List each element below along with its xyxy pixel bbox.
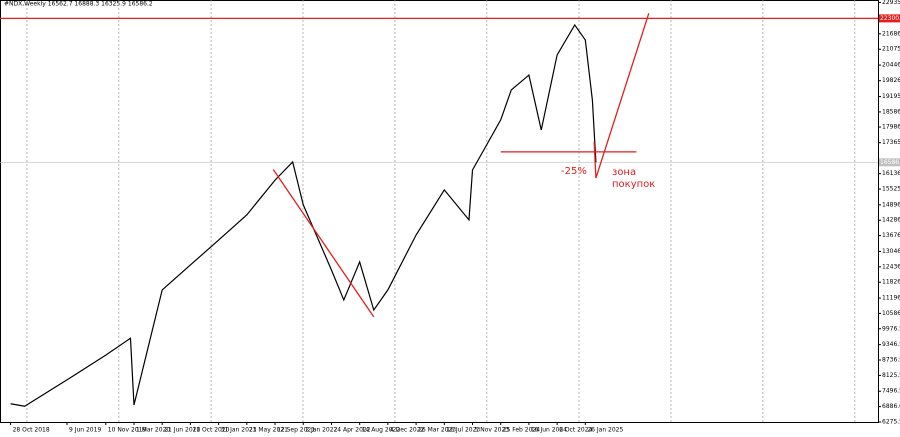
y-tick-label: 20446.5 — [882, 62, 900, 69]
x-tick-label: 2 Jan 2022 — [305, 427, 337, 434]
y-tick-label: 19195.5 — [882, 93, 900, 100]
y-tick-label: 15525.5 — [882, 186, 900, 193]
x-tick-label: 26 Mar 2023 — [418, 427, 456, 434]
y-tick-label: 6886.0 — [882, 403, 900, 410]
x-tick-label: 9 Jun 2019 — [69, 427, 101, 434]
y-tick-label: 16136.0 — [882, 170, 900, 177]
y-tick-label: 10586.5 — [882, 310, 900, 317]
x-tick-label: 16 Jul 2023 — [446, 427, 480, 434]
y-tick-label: 17986.0 — [882, 124, 900, 131]
x-tick-label: 5 Nov 2023 — [474, 427, 509, 434]
x-tick-label: 14 Aug 2022 — [362, 427, 401, 434]
y-tick-label: 13046.5 — [882, 248, 900, 255]
chart-title: #NDX,Weekly 16562.7 16888.3 16325.9 1658… — [4, 1, 153, 8]
x-tick-label: 11 Oct 2020 — [192, 427, 229, 434]
trend-drawing — [593, 13, 650, 179]
x-tick-label: 23 May 2021 — [249, 427, 288, 434]
y-tick-label: 11196.0 — [882, 295, 900, 302]
annotation: зона — [612, 167, 636, 178]
x-tick-label: 6 Oct 2024 — [559, 427, 592, 434]
y-tick-label: 18586.0 — [882, 108, 900, 115]
y-tick-label: 9346.5 — [882, 341, 900, 348]
x-tick-label: 28 Oct 2018 — [13, 427, 50, 434]
x-tick-label: 31 Jan 2021 — [221, 427, 257, 434]
price-level-tag — [879, 14, 900, 23]
x-tick-label: 21 Jun 2020 — [164, 427, 200, 434]
trend-drawing — [272, 169, 375, 318]
y-tick-label: 7496.5 — [882, 388, 900, 395]
price-level-tag — [879, 158, 900, 167]
y-tick-label: 12436.0 — [882, 263, 900, 270]
y-tick-label: 8125.5 — [882, 372, 900, 379]
price-level-label: 22300.0 — [880, 15, 900, 22]
x-tick-label: 16 Jun 2024 — [531, 427, 567, 434]
y-tick-label: 17365.5 — [882, 139, 900, 146]
y-tick-label: 19826.0 — [882, 77, 900, 84]
x-tick-label: 1 Mar 2020 — [136, 427, 170, 434]
y-tick-label: 14286.5 — [882, 217, 900, 224]
y-tick-label: 21075.5 — [882, 46, 900, 53]
y-tick-label: 13676.0 — [882, 232, 900, 239]
x-tick-label: 12 Sep 2021 — [277, 427, 315, 434]
x-tick-label: 26 Jan 2025 — [587, 427, 623, 434]
y-tick-label: 8736.5 — [882, 357, 900, 364]
y-tick-label: 9976.5 — [882, 325, 900, 332]
annotation: покупок — [612, 179, 655, 190]
x-tick-label: 24 Apr 2022 — [333, 427, 370, 434]
y-tick-label: 14896.0 — [882, 201, 900, 208]
y-tick-label: 21686.0 — [882, 30, 900, 37]
x-tick-label: 4 Dec 2022 — [390, 427, 425, 434]
price-line — [10, 23, 597, 407]
price-level-label: 16586.2 — [880, 159, 900, 166]
y-tick-label: 22935.0 — [882, 0, 900, 6]
annotation: -25% — [561, 166, 587, 177]
y-tick-label: 6275.5 — [882, 419, 900, 426]
y-tick-label: 11826.5 — [882, 279, 900, 286]
x-tick-label: 10 Nov 2019 — [108, 427, 147, 434]
x-tick-label: 25 Feb 2024 — [503, 427, 541, 434]
plot-frame — [0, 0, 879, 423]
